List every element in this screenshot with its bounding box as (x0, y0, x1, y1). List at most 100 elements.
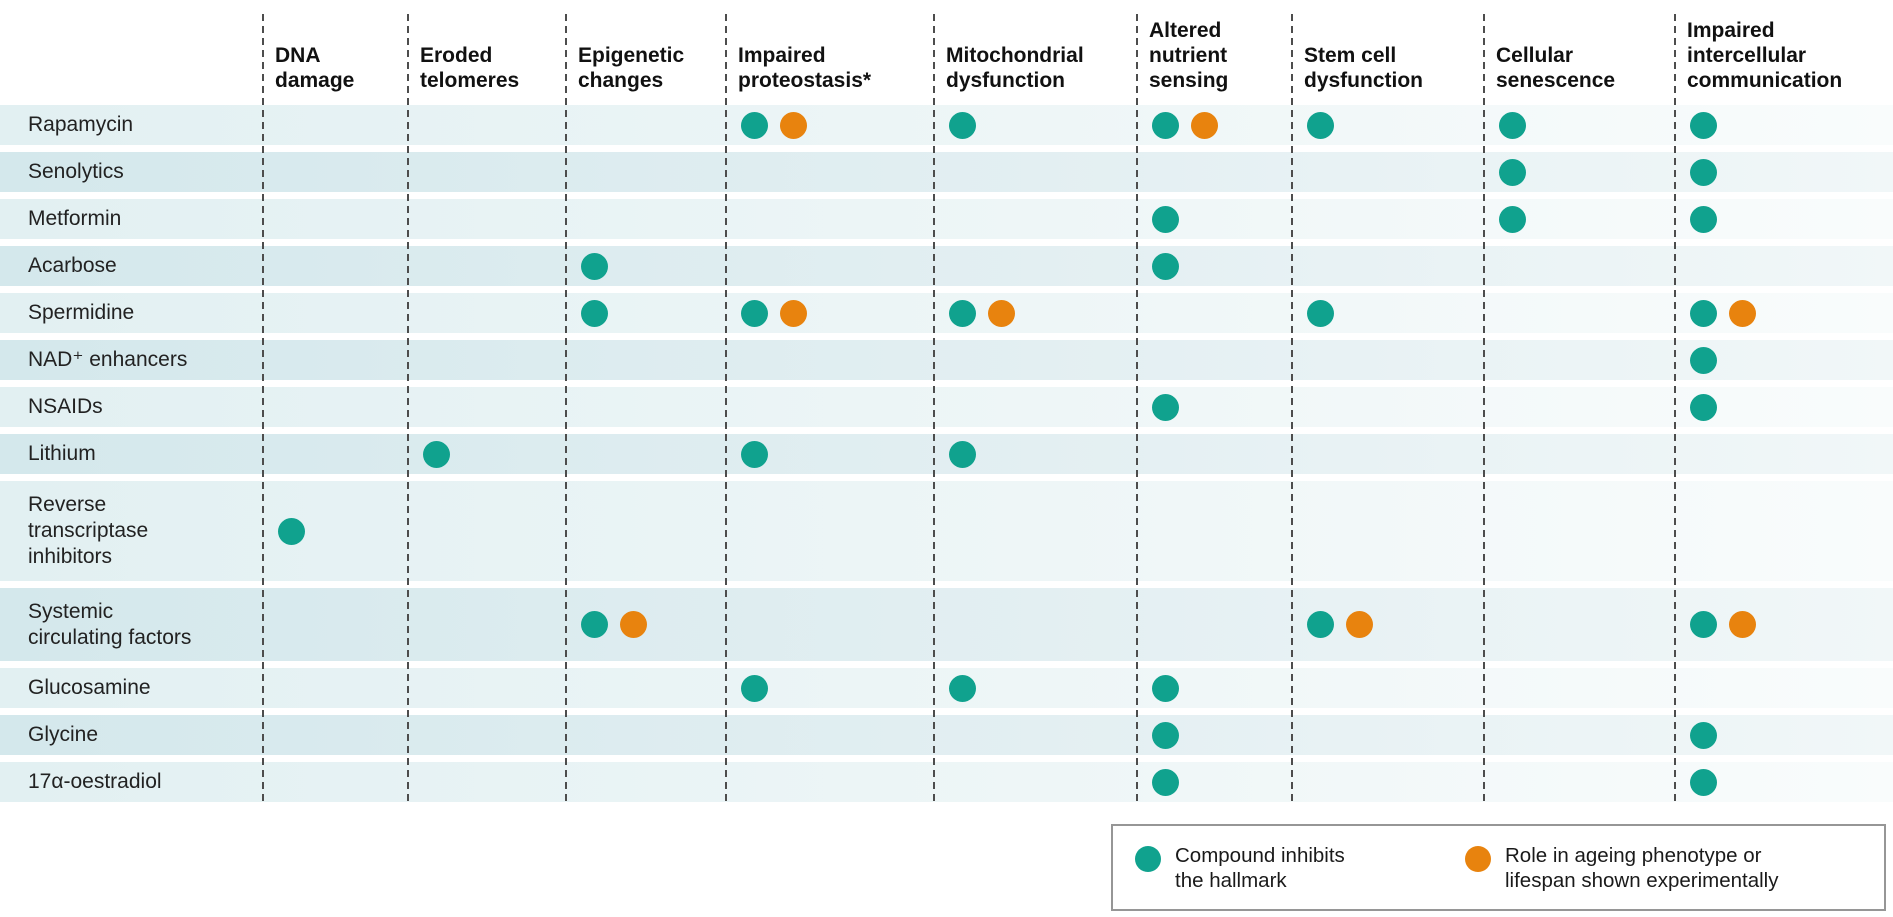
matrix-cell (933, 152, 1136, 192)
matrix-cell (933, 199, 1136, 239)
matrix-cell (1483, 340, 1674, 380)
legend-label-experimental-evidence: Role in ageing phenotype or lifespan sho… (1505, 843, 1779, 892)
matrix-cell (1136, 293, 1291, 333)
matrix-cell (565, 340, 725, 380)
matrix-cell (933, 715, 1136, 755)
matrix-cell (407, 152, 565, 192)
table-row: Systemic circulating factors (0, 588, 1893, 661)
table-row: Metformin (0, 199, 1893, 239)
compound-inhibits-dot-icon (1690, 111, 1717, 139)
column-header: Impaired intercellular communication (1687, 19, 1843, 92)
row-label: Systemic circulating factors (28, 599, 192, 649)
matrix-cell (725, 762, 933, 802)
legend-item-experimental-evidence: Role in ageing phenotype or lifespan sho… (1465, 843, 1778, 893)
compound-inhibits-dot-icon (423, 440, 450, 468)
compound-inhibits-dot-icon (581, 299, 608, 327)
table-body: Rapamycin Senolytics Metformin Acarbose Sper… (0, 105, 1893, 802)
matrix-cell (262, 387, 407, 427)
matrix-cell (1674, 762, 1893, 802)
table-row: NAD⁺ enhancers (0, 340, 1893, 380)
matrix-cell (407, 293, 565, 333)
matrix-cell (262, 762, 407, 802)
matrix-cell (1291, 434, 1483, 474)
row-label: Senolytics (28, 160, 124, 183)
matrix-cell (725, 715, 933, 755)
matrix-cell (407, 715, 565, 755)
compound-inhibits-dot-icon (1690, 768, 1717, 796)
matrix-cell (1674, 588, 1893, 661)
matrix-cell (1136, 246, 1291, 286)
row-label: NAD⁺ enhancers (28, 348, 188, 371)
compound-inhibits-dot-icon (1690, 611, 1717, 638)
compound-inhibits-dot-icon (1307, 111, 1334, 139)
matrix-cell (725, 293, 933, 333)
row-label: Spermidine (28, 301, 135, 324)
matrix-cell (1136, 434, 1291, 474)
matrix-cell (1136, 340, 1291, 380)
table-row: Reverse transcriptase inhibitors (0, 481, 1893, 581)
matrix-cell (933, 105, 1136, 145)
matrix-cell (407, 434, 565, 474)
matrix-cell (1483, 293, 1674, 333)
compound-inhibits-dot-icon (1499, 158, 1526, 186)
compound-inhibits-dot-icon (1152, 768, 1179, 796)
matrix-cell (725, 481, 933, 581)
matrix-cell (565, 588, 725, 661)
row-label: Glucosamine (28, 676, 151, 699)
compound-inhibits-dot-icon (741, 440, 768, 468)
compound-inhibits-dot-icon (1690, 299, 1717, 327)
matrix-cell (1291, 105, 1483, 145)
matrix-cell (1674, 668, 1893, 708)
matrix-cell (725, 152, 933, 192)
matrix-cell (1136, 105, 1291, 145)
table-row: 17α-oestradiol (0, 762, 1893, 802)
matrix-cell (407, 668, 565, 708)
experimental-evidence-dot-icon (1465, 845, 1491, 872)
matrix-cell (262, 588, 407, 661)
matrix-cell (1291, 246, 1483, 286)
row-label: Lithium (28, 442, 96, 465)
matrix-cell (262, 668, 407, 708)
compound-inhibits-dot-icon (1690, 158, 1717, 186)
matrix-cell (1136, 387, 1291, 427)
matrix-cell (1483, 715, 1674, 755)
matrix-cell (933, 340, 1136, 380)
dashed-column-divider (933, 14, 935, 806)
matrix-cell (933, 434, 1136, 474)
table-row: Glycine (0, 715, 1893, 755)
matrix-cell (1674, 715, 1893, 755)
legend-box: Compound inhibits the hallmark Role in a… (1111, 824, 1886, 911)
row-label: NSAIDs (28, 395, 103, 418)
matrix-cell (565, 715, 725, 755)
matrix-cell (933, 481, 1136, 581)
matrix-cell (565, 152, 725, 192)
matrix-cell (1291, 715, 1483, 755)
compound-inhibits-dot-icon (581, 252, 608, 280)
matrix-cell (1674, 340, 1893, 380)
compound-inhibits-dot-icon (1307, 611, 1334, 638)
compound-inhibits-dot-icon (741, 674, 768, 702)
matrix-cell (1674, 387, 1893, 427)
compound-inhibits-dot-icon (1499, 205, 1526, 233)
experimental-evidence-dot-icon (1346, 611, 1373, 638)
matrix-cell (933, 588, 1136, 661)
legend-label-inhibits-hallmark: Compound inhibits the hallmark (1175, 843, 1345, 892)
matrix-cell (1674, 246, 1893, 286)
row-label: Glycine (28, 723, 99, 746)
matrix-cell (565, 762, 725, 802)
matrix-cell (1291, 293, 1483, 333)
experimental-evidence-dot-icon (1729, 611, 1756, 638)
compound-inhibits-dot-icon (1152, 393, 1179, 421)
compound-inhibits-dot-icon (949, 299, 976, 327)
matrix-cell (933, 668, 1136, 708)
matrix-cell (1291, 481, 1483, 581)
row-label: Acarbose (28, 254, 117, 277)
matrix-cell (262, 199, 407, 239)
matrix-cell (1291, 199, 1483, 239)
table-row: Glucosamine (0, 668, 1893, 708)
matrix-cell (725, 340, 933, 380)
matrix-cell (725, 588, 933, 661)
experimental-evidence-dot-icon (620, 611, 647, 638)
experimental-evidence-dot-icon (1191, 111, 1218, 139)
